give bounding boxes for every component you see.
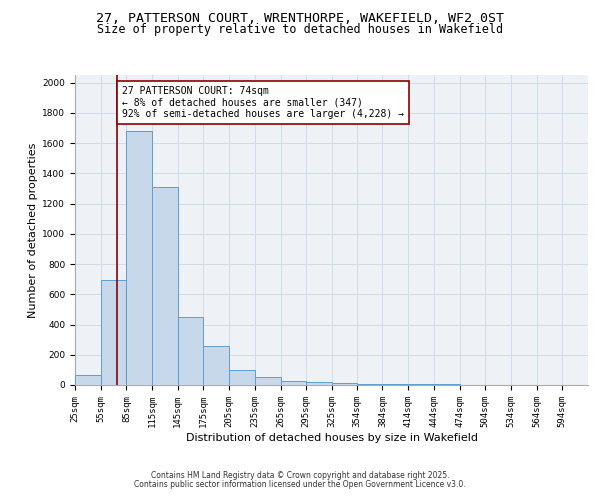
Bar: [434, 384, 460, 385]
Bar: [382, 384, 408, 385]
Bar: [255, 378, 281, 385]
Bar: [332, 384, 357, 385]
Bar: [357, 384, 382, 385]
Bar: [229, 370, 255, 385]
Bar: [306, 382, 332, 385]
Text: 27, PATTERSON COURT, WRENTHORPE, WAKEFIELD, WF2 0ST: 27, PATTERSON COURT, WRENTHORPE, WAKEFIE…: [96, 12, 504, 26]
Bar: [101, 280, 127, 385]
Bar: [203, 346, 229, 385]
Text: Size of property relative to detached houses in Wakefield: Size of property relative to detached ho…: [97, 24, 503, 36]
Bar: [127, 131, 152, 385]
Bar: [178, 318, 203, 385]
Bar: [75, 375, 101, 385]
Y-axis label: Number of detached properties: Number of detached properties: [28, 142, 38, 318]
Bar: [408, 384, 434, 385]
Bar: [152, 187, 178, 385]
Text: 27 PATTERSON COURT: 74sqm
← 8% of detached houses are smaller (347)
92% of semi-: 27 PATTERSON COURT: 74sqm ← 8% of detach…: [122, 86, 404, 119]
Text: Contains HM Land Registry data © Crown copyright and database right 2025.: Contains HM Land Registry data © Crown c…: [151, 471, 449, 480]
Text: Contains public sector information licensed under the Open Government Licence v3: Contains public sector information licen…: [134, 480, 466, 489]
X-axis label: Distribution of detached houses by size in Wakefield: Distribution of detached houses by size …: [185, 432, 478, 442]
Bar: [281, 381, 306, 385]
